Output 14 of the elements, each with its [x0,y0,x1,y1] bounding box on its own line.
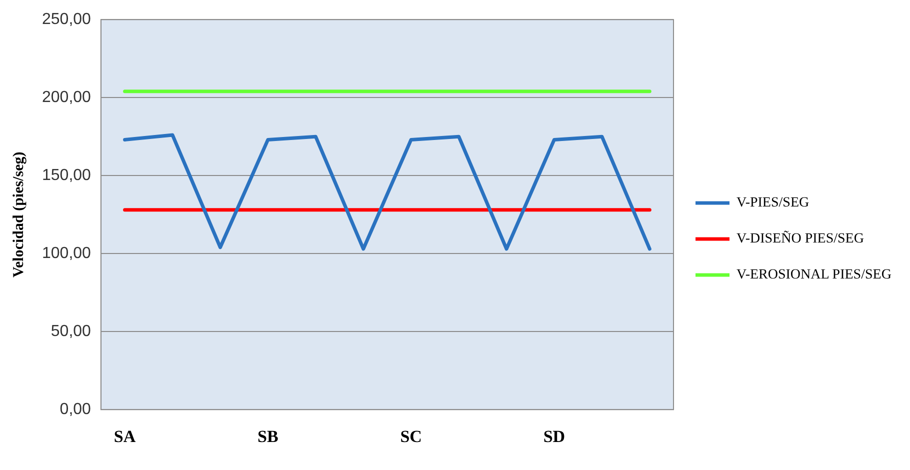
y-tick-label: 50,00 [50,323,92,340]
y-tick-label: 0,00 [60,401,92,418]
y-tick-label: 250,00 [42,11,92,28]
x-tick-label: SD [543,427,566,446]
y-tick-label: 200,00 [42,89,92,106]
y-tick-label: 150,00 [42,167,92,184]
x-tick-label: SA [114,427,136,446]
y-axis-title: Velocidad (pies/seg) [10,152,27,278]
legend-label: V-EROSIONAL PIES/SEG [736,268,892,283]
x-tick-label: SB [258,427,278,446]
y-tick-label: 100,00 [42,245,92,262]
x-tick-label: SC [400,427,422,446]
legend-label: V-DISEÑO PIES/SEG [736,230,864,247]
legend-label: V-PIES/SEG [736,196,810,211]
